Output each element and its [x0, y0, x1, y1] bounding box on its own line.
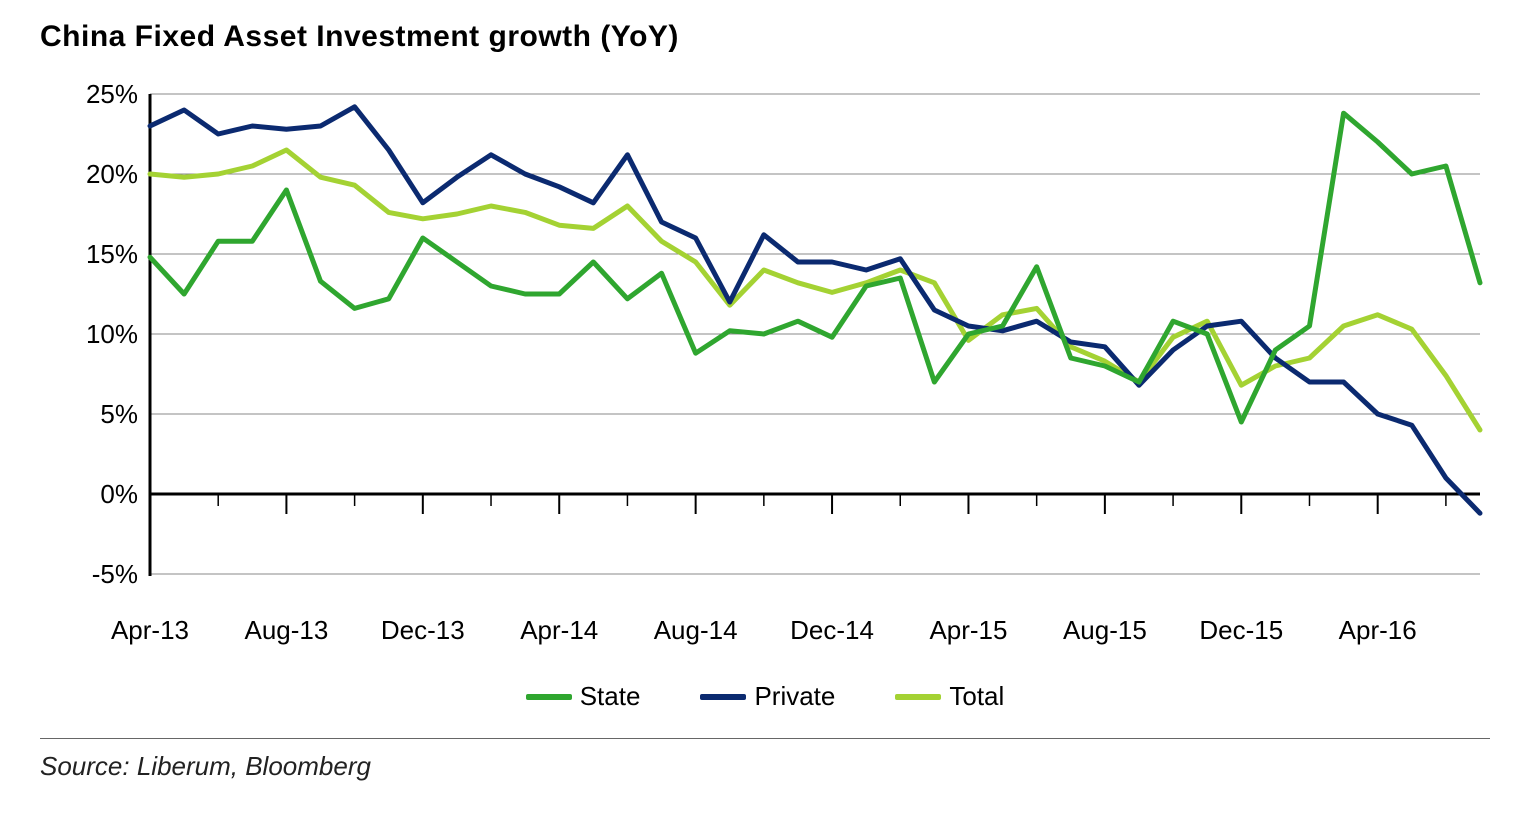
- divider: [40, 738, 1490, 739]
- series-state: [150, 113, 1480, 422]
- legend: State Private Total: [40, 681, 1490, 712]
- y-tick-label: -5%: [92, 559, 138, 589]
- legend-item-private: Private: [700, 681, 835, 712]
- series-private: [150, 107, 1480, 513]
- legend-swatch: [526, 694, 572, 700]
- chart-plot-area: -5% 0% 5% 10% 15% 20% 25% Apr-13 Aug-13 Dec-13 Apr…: [40, 84, 1490, 669]
- y-tick-label: 15%: [86, 239, 138, 269]
- series-total: [150, 150, 1480, 430]
- x-tick-label: Aug-15: [1063, 615, 1147, 645]
- y-tick-label: 20%: [86, 159, 138, 189]
- chart-title: China Fixed Asset Investment growth (YoY…: [40, 20, 1490, 54]
- legend-swatch: [700, 694, 746, 700]
- x-tick-label: Apr-14: [520, 615, 598, 645]
- legend-item-total: Total: [895, 681, 1004, 712]
- y-tick-label: 5%: [100, 399, 138, 429]
- source-text: Source: Liberum, Bloomberg: [40, 751, 1490, 782]
- x-tick-label: Apr-15: [929, 615, 1007, 645]
- legend-label: State: [580, 681, 641, 712]
- x-tick-label: Apr-13: [111, 615, 189, 645]
- x-tick-label: Dec-15: [1199, 615, 1283, 645]
- x-tick-label: Apr-16: [1339, 615, 1417, 645]
- legend-label: Private: [754, 681, 835, 712]
- y-tick-label: 0%: [100, 479, 138, 509]
- x-tick-label: Dec-13: [381, 615, 465, 645]
- x-tick-label: Aug-13: [244, 615, 328, 645]
- x-tick-label: Dec-14: [790, 615, 874, 645]
- chart-svg: -5% 0% 5% 10% 15% 20% 25% Apr-13 Aug-13 Dec-13 Apr…: [40, 84, 1490, 669]
- y-tick-label: 25%: [86, 84, 138, 109]
- legend-label: Total: [949, 681, 1004, 712]
- y-tick-label: 10%: [86, 319, 138, 349]
- x-tick-label: Aug-14: [654, 615, 738, 645]
- legend-item-state: State: [526, 681, 641, 712]
- legend-swatch: [895, 694, 941, 700]
